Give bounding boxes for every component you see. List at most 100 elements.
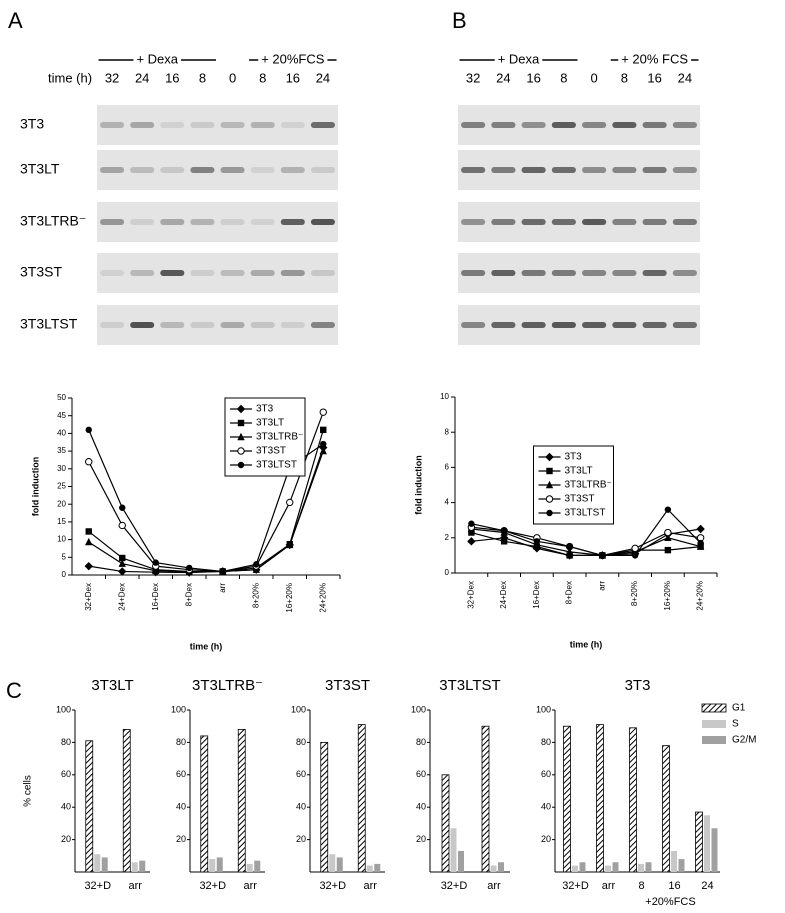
time-label: 16 <box>286 70 300 85</box>
blot-band <box>190 167 215 173</box>
blot-band <box>521 322 546 328</box>
x-tick-label: 24+20% <box>696 581 705 611</box>
blot-band <box>582 270 607 276</box>
legend-label: 3T3LTRB⁻ <box>565 480 612 491</box>
blot-band <box>310 270 335 276</box>
bar <box>246 863 253 872</box>
row-label: 3T3ST <box>20 264 62 280</box>
blot-band <box>491 122 516 128</box>
marker <box>319 446 327 455</box>
blot-band <box>250 322 275 328</box>
blot-band <box>130 270 155 276</box>
time-axis-label: time (h) <box>48 70 92 85</box>
time-label: 8 <box>259 70 266 85</box>
blot-band <box>521 167 546 173</box>
blot-band <box>100 122 125 128</box>
legend-label: 3T3LTST <box>565 508 606 519</box>
row-label: 3T3LT <box>20 161 60 177</box>
bar <box>662 745 670 873</box>
x-tick-label: arr <box>129 880 143 892</box>
marker <box>664 546 672 554</box>
blot-band <box>310 322 335 328</box>
row-label: 3T3LTST <box>20 316 78 332</box>
bar <box>678 859 685 872</box>
bar <box>216 857 223 872</box>
bar <box>490 865 497 872</box>
blot-band <box>612 122 637 128</box>
x-tick-label: arr <box>244 880 258 892</box>
blot-band <box>130 122 155 128</box>
bar <box>209 859 216 872</box>
bar <box>237 729 246 873</box>
y-tick-label: 60 <box>176 769 186 779</box>
blot-band <box>521 219 546 225</box>
panel-label: C <box>6 678 22 703</box>
marker <box>286 540 294 549</box>
blot-band <box>461 322 486 328</box>
marker <box>84 561 93 571</box>
blot-band <box>672 167 697 173</box>
bar <box>645 862 652 872</box>
x-tick-label: arr <box>218 583 227 593</box>
bar <box>200 735 209 873</box>
blot-band <box>280 219 305 225</box>
bar <box>329 854 336 872</box>
bar <box>336 857 343 872</box>
blot-band <box>642 270 667 276</box>
time-label: 16 <box>165 70 179 85</box>
x-tick-label: 8+Dex <box>184 583 193 606</box>
blot-band <box>100 219 125 225</box>
y-tick-label: 20 <box>57 499 66 508</box>
time-label: 24 <box>496 70 510 85</box>
x-tick-label: 32+Dex <box>466 581 475 609</box>
marker <box>119 504 126 511</box>
x-tick-label: 32+D <box>319 880 346 892</box>
legend-label: 3T3LTRB⁻ <box>256 432 303 443</box>
blot-band <box>551 219 576 225</box>
blot <box>97 150 338 190</box>
blot-band <box>551 270 576 276</box>
x-tick-label: arr <box>597 581 606 591</box>
blot-band <box>672 270 697 276</box>
blot <box>97 253 338 293</box>
x-tick-label: arr <box>487 880 501 892</box>
y-axis-label: % cells <box>23 775 34 807</box>
bar <box>711 828 718 872</box>
y-tick-label: 50 <box>57 393 66 402</box>
marker <box>237 447 245 455</box>
bar <box>450 828 457 872</box>
marker <box>696 524 705 534</box>
y-axis-label: fold induction <box>413 455 423 514</box>
marker <box>85 426 92 434</box>
x-tick-label: 24+Dex <box>117 583 126 611</box>
blot-band <box>220 270 245 276</box>
row-label: 3T3LTRB⁻ <box>20 213 86 229</box>
x-tick-label: 24 <box>701 880 713 892</box>
bar <box>85 740 94 873</box>
blot-band <box>250 219 275 225</box>
marker <box>499 533 509 542</box>
bar <box>704 815 710 872</box>
x-axis-label: time (h) <box>190 641 223 651</box>
marker <box>545 480 554 489</box>
y-tick-label: 80 <box>176 737 186 747</box>
marker <box>467 537 476 546</box>
series-line <box>471 508 702 557</box>
y-tick-label: 80 <box>296 737 306 747</box>
blot-band <box>672 219 697 225</box>
blot-band <box>160 167 185 173</box>
marker <box>119 554 126 562</box>
x-tick-label: 32+D <box>199 880 226 892</box>
blot-band <box>582 219 607 225</box>
y-tick-label: 80 <box>416 737 426 747</box>
chart-title: 3T3LTST <box>439 677 500 694</box>
marker <box>237 461 245 469</box>
legend-swatch <box>702 720 726 728</box>
blot-band <box>250 167 275 173</box>
bar <box>629 727 637 873</box>
blot-band <box>582 322 607 328</box>
x-axis-label: time (h) <box>570 639 603 649</box>
x-tick-label: 16+Dex <box>532 581 541 609</box>
marker <box>237 419 245 427</box>
